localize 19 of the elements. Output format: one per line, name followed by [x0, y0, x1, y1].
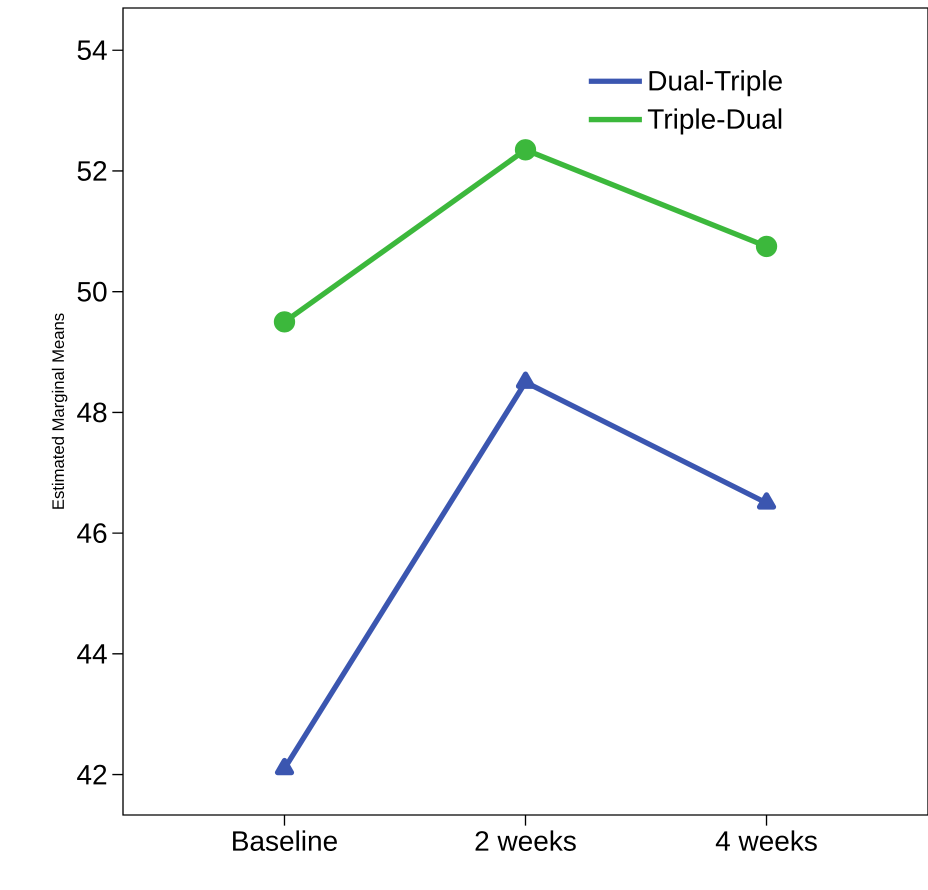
- y-tick-label: 42: [77, 764, 106, 784]
- x-tick-label: 2 weeks: [476, 830, 576, 851]
- y-tick-label: 52: [78, 161, 106, 181]
- y-tick-label: 44: [77, 644, 107, 664]
- point: [514, 139, 536, 161]
- point: [516, 372, 536, 389]
- point: [756, 492, 776, 510]
- point: [274, 311, 296, 333]
- y-axis-title: Estimated Marginal Means: [52, 313, 68, 509]
- y-tick-label: 46: [77, 523, 106, 544]
- point: [756, 236, 778, 258]
- legend-label: Triple-Dual: [648, 108, 782, 134]
- y-tick-label: 50: [78, 282, 107, 302]
- x-tick-label: 4 weeks: [716, 830, 817, 851]
- x-tick-label: Baseline: [233, 830, 337, 851]
- point: [274, 758, 294, 776]
- y-tick-label: 54: [78, 40, 107, 60]
- y-tick-label: 48: [77, 402, 106, 422]
- legend-label: Dual-Triple: [650, 70, 782, 96]
